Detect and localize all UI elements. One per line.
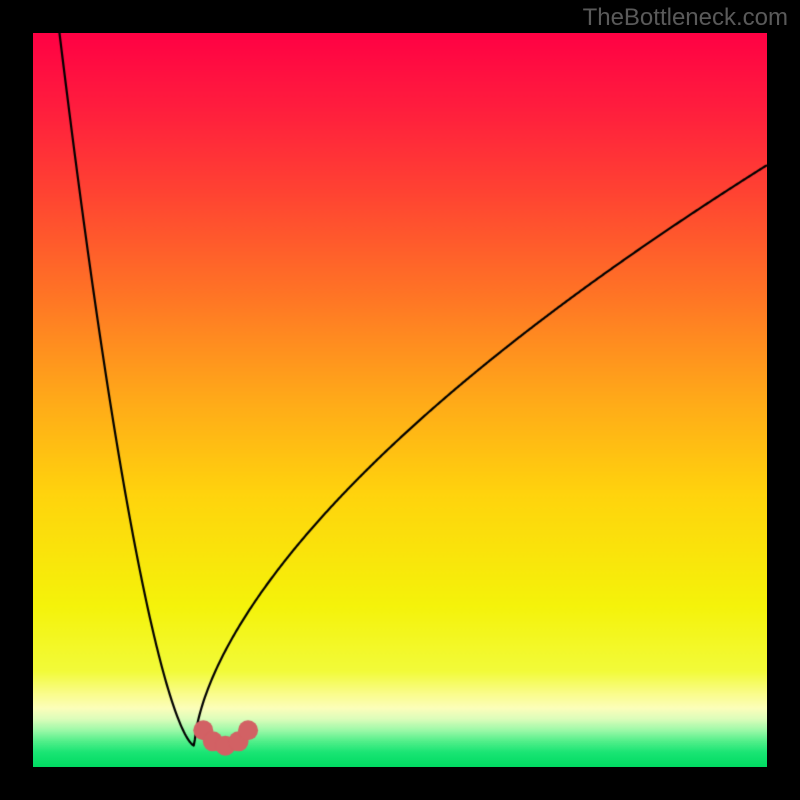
bottleneck-curve-canvas [33, 33, 767, 767]
plot-area [33, 33, 767, 767]
watermark-text: TheBottleneck.com [583, 4, 788, 32]
chart-stage: TheBottleneck.com [0, 0, 800, 800]
